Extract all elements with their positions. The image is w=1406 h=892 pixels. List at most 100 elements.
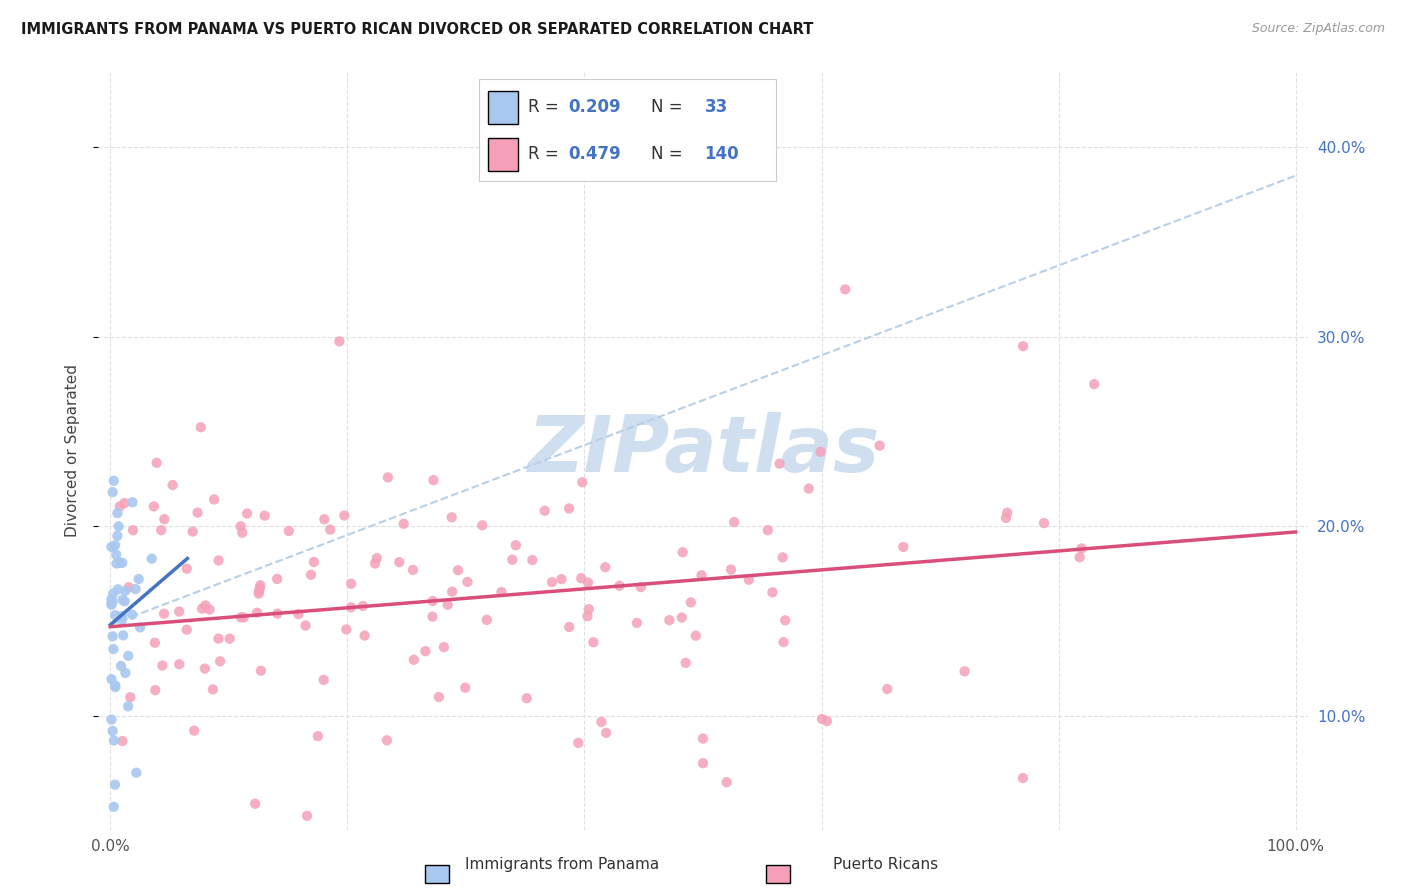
Point <box>995 506 1018 520</box>
Point <box>145 456 167 470</box>
Point <box>319 523 342 537</box>
Point <box>181 524 204 539</box>
Point <box>111 734 134 748</box>
Point <box>114 594 136 608</box>
Point <box>287 607 309 621</box>
Text: Immigrants from Panama: Immigrants from Panama <box>465 857 659 872</box>
Point <box>685 629 707 643</box>
Point <box>609 579 631 593</box>
Point <box>440 510 463 524</box>
Point <box>671 610 693 624</box>
Point <box>100 672 122 686</box>
Point <box>120 690 142 705</box>
Point <box>229 519 252 533</box>
Text: Source: ZipAtlas.com: Source: ZipAtlas.com <box>1251 22 1385 36</box>
Point <box>723 515 745 529</box>
Point <box>422 609 444 624</box>
Point <box>692 731 714 746</box>
Point <box>103 586 125 600</box>
Point <box>294 618 316 632</box>
Point <box>377 470 399 484</box>
Point <box>295 809 318 823</box>
Point <box>249 582 271 596</box>
Text: Puerto Ricans: Puerto Ricans <box>834 857 938 872</box>
Point <box>364 557 387 571</box>
Point <box>630 580 652 594</box>
Point <box>994 511 1017 525</box>
Point <box>1033 516 1056 530</box>
Point <box>125 765 148 780</box>
Point <box>558 620 581 634</box>
Point <box>797 482 820 496</box>
Point <box>591 714 613 729</box>
Point <box>810 444 832 458</box>
Point <box>201 682 224 697</box>
Point <box>658 613 681 627</box>
Point <box>101 724 124 739</box>
Point <box>312 673 335 687</box>
Point <box>124 582 146 596</box>
Point <box>105 548 128 562</box>
Point <box>110 659 132 673</box>
Point <box>456 574 478 589</box>
Point <box>121 607 143 622</box>
Point <box>314 512 336 526</box>
Point <box>104 538 127 552</box>
Point <box>1083 377 1105 392</box>
Point <box>218 632 240 646</box>
Point <box>141 551 163 566</box>
Point <box>690 568 713 582</box>
Point <box>533 504 555 518</box>
Point <box>1012 339 1035 353</box>
Point <box>104 680 127 694</box>
Point <box>422 473 444 487</box>
Point <box>247 586 270 600</box>
Point <box>541 575 564 590</box>
Point <box>454 681 477 695</box>
Point <box>266 607 288 621</box>
Point <box>738 573 761 587</box>
Point <box>121 495 143 509</box>
Point <box>105 557 128 571</box>
Point <box>475 613 498 627</box>
Point <box>250 664 273 678</box>
Point <box>720 563 742 577</box>
Point <box>569 571 592 585</box>
Point <box>375 733 398 747</box>
Point <box>111 609 134 624</box>
Text: IMMIGRANTS FROM PANAMA VS PUERTO RICAN DIVORCED OR SEPARATED CORRELATION CHART: IMMIGRANTS FROM PANAMA VS PUERTO RICAN D… <box>21 22 814 37</box>
Point <box>100 540 122 554</box>
Point <box>333 508 356 523</box>
Point <box>353 629 375 643</box>
Point <box>672 545 695 559</box>
Point <box>307 729 329 743</box>
Point <box>100 597 122 611</box>
Point <box>595 560 617 574</box>
Point <box>114 584 136 599</box>
Point <box>194 599 217 613</box>
Point <box>471 518 494 533</box>
Point <box>811 712 834 726</box>
Point <box>207 632 229 646</box>
Point <box>834 282 856 296</box>
Point <box>104 678 127 692</box>
Point <box>953 665 976 679</box>
Point <box>153 512 176 526</box>
Point <box>340 600 363 615</box>
Point <box>505 538 527 552</box>
Point <box>522 553 544 567</box>
Point <box>167 605 190 619</box>
Point <box>101 629 124 643</box>
Point <box>108 500 131 514</box>
Point <box>118 580 141 594</box>
Point <box>108 556 131 570</box>
Point <box>183 723 205 738</box>
Point <box>441 584 464 599</box>
Point <box>232 610 254 624</box>
Point <box>142 500 165 514</box>
Point <box>422 594 444 608</box>
Point <box>447 563 470 577</box>
Point <box>231 525 253 540</box>
Point <box>153 607 176 621</box>
Point <box>198 602 221 616</box>
